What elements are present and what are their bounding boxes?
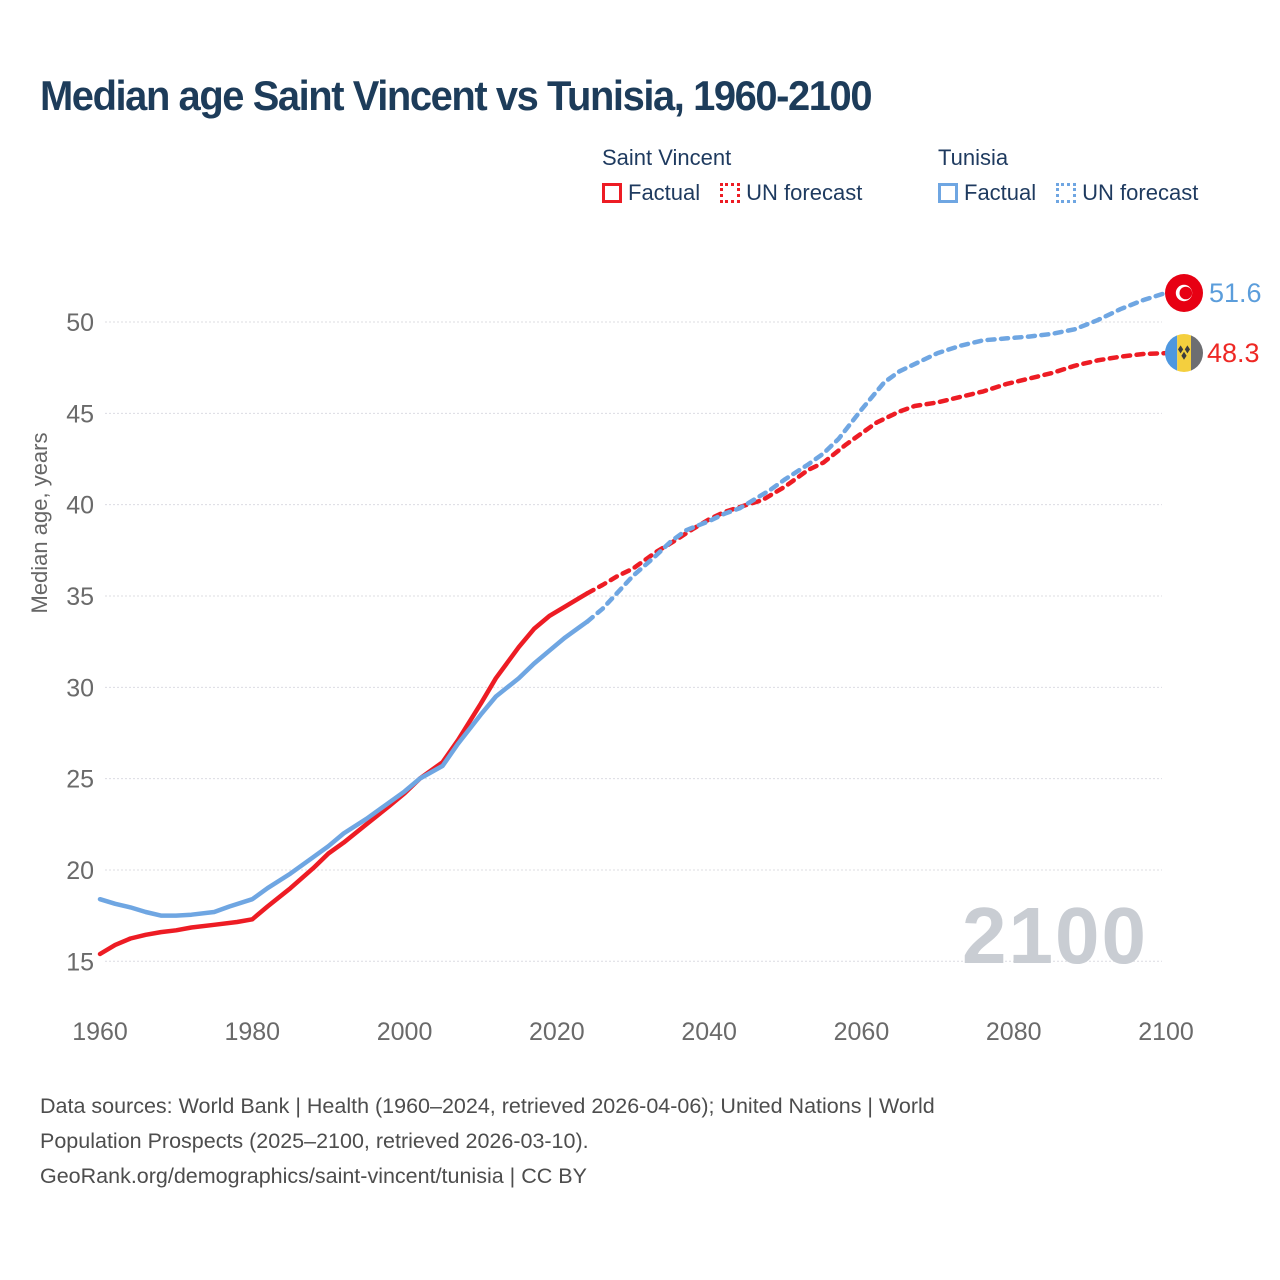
y-axis-title: Median age, years xyxy=(27,433,52,614)
x-tick-label: 2080 xyxy=(986,1018,1042,1046)
legend-item-sv-forecast: UN forecast xyxy=(720,180,862,206)
source-line-2: Population Prospects (2025–2100, retriev… xyxy=(40,1129,589,1153)
legend-group-saint-vincent: Saint Vincent Factual UN forecast xyxy=(602,145,862,206)
x-tick-label: 1980 xyxy=(224,1018,280,1046)
legend-item-label: Factual xyxy=(964,180,1037,205)
solid-line-swatch-icon xyxy=(602,183,622,203)
source-line-1: Data sources: World Bank | Health (1960–… xyxy=(40,1094,935,1118)
legend-group-tunisia: Tunisia Factual UN forecast xyxy=(938,145,1198,206)
y-tick-label: 15 xyxy=(66,948,94,976)
x-tick-label: 2100 xyxy=(1138,1018,1194,1046)
legend-item-label: Factual xyxy=(628,180,701,205)
series-line xyxy=(97,591,590,957)
series-line xyxy=(97,619,590,918)
y-tick-label: 35 xyxy=(66,583,94,611)
x-tick-label: 2000 xyxy=(377,1018,433,1046)
legend-item-label: UN forecast xyxy=(746,180,863,205)
legend-item-tn-forecast: UN forecast xyxy=(1056,180,1198,206)
legend-row: Factual UN forecast xyxy=(938,180,1198,206)
legend-item-tn-factual: Factual xyxy=(938,180,1036,206)
end-value-tunisia: 51.6 xyxy=(1209,278,1262,308)
y-tick-label: 20 xyxy=(66,857,94,885)
y-tick-label: 45 xyxy=(66,400,94,428)
legend-row: Factual UN forecast xyxy=(602,180,862,206)
y-tick-label: 40 xyxy=(66,492,94,520)
x-tick-label: 2020 xyxy=(529,1018,585,1046)
series-line xyxy=(585,290,1169,624)
y-tick-label: 30 xyxy=(66,674,94,702)
saint-vincent-flag-icon xyxy=(1165,334,1203,372)
legend-item-sv-factual: Factual xyxy=(602,180,700,206)
x-tick-label: 2060 xyxy=(834,1018,890,1046)
end-value-saint-vincent: 48.3 xyxy=(1207,338,1260,368)
x-tick-label: 1960 xyxy=(72,1018,128,1046)
legend-group-title: Saint Vincent xyxy=(602,145,732,170)
legend-group-title: Tunisia xyxy=(938,145,1009,170)
series-layer xyxy=(97,290,1169,957)
page-title: Median age Saint Vincent vs Tunisia, 196… xyxy=(40,72,873,119)
y-tick-label: 25 xyxy=(66,766,94,794)
tunisia-flag-icon xyxy=(1165,274,1203,312)
legend: Saint Vincent Factual UN forecast Tunisi… xyxy=(0,145,1280,225)
grid-layer: 15 20 25 30 35 40 45 50 1960 1980 2000 2020 2040 2060… xyxy=(66,309,1194,1046)
legend-item-label: UN forecast xyxy=(1082,180,1199,205)
dotted-line-swatch-icon xyxy=(1056,183,1077,203)
data-sources-note: Data sources: World Bank | Health (1960–… xyxy=(40,1089,1190,1194)
solid-line-swatch-icon xyxy=(938,183,958,203)
dotted-line-swatch-icon xyxy=(720,183,741,203)
y-tick-label: 50 xyxy=(66,309,94,337)
source-line-3: GeoRank.org/demographics/saint-vincent/t… xyxy=(40,1164,587,1188)
watermark-year: 2100 xyxy=(962,891,1148,980)
x-tick-label: 2040 xyxy=(681,1018,737,1046)
